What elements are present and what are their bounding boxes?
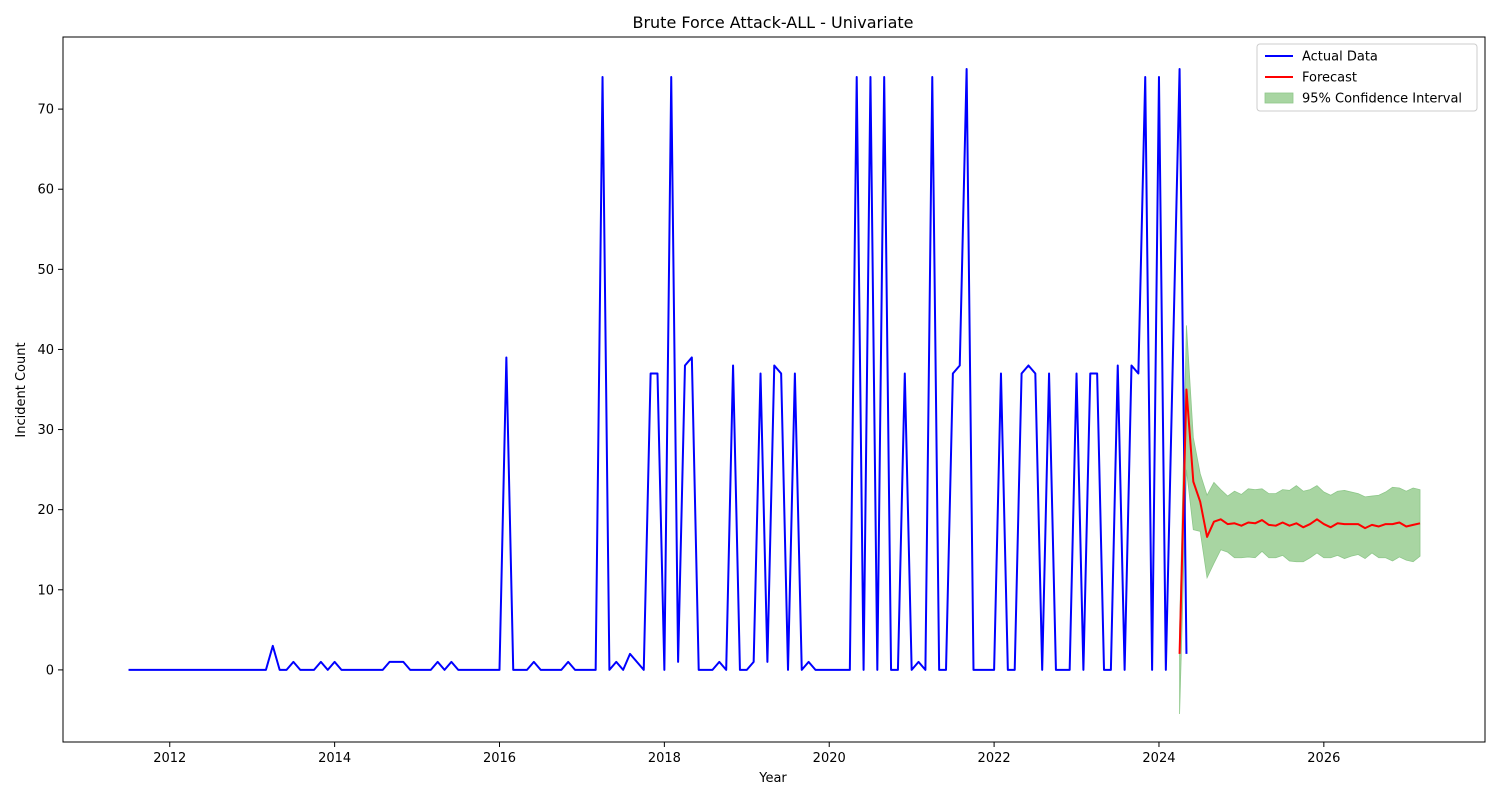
legend: Actual Data Forecast 95% Confidence Interv… [1256, 43, 1478, 112]
y-tick-label: 10 [37, 583, 54, 598]
confidence-interval-band [1179, 325, 1421, 714]
y-tick-label: 70 [37, 103, 54, 118]
x-tick-label: 2016 [483, 751, 516, 766]
chart-title: Brute Force Attack-ALL - Univariate [632, 13, 913, 32]
y-tick-label: 60 [37, 183, 54, 198]
x-tick-label: 2026 [1307, 751, 1340, 766]
legend-confidence-interval-swatch [1264, 92, 1294, 104]
legend-box [1256, 43, 1478, 112]
x-axis: 2012 2014 2016 2018 2020 2022 2024 2026 [153, 742, 1340, 766]
y-tick-label: 50 [37, 263, 54, 278]
y-tick-label: 40 [37, 343, 54, 358]
actual-data-line [128, 68, 1188, 671]
y-tick-label: 0 [46, 663, 54, 678]
x-tick-label: 2018 [648, 751, 681, 766]
y-tick-label: 20 [37, 503, 54, 518]
legend-confidence-interval-label: 95% Confidence Interval [1302, 92, 1462, 107]
x-tick-label: 2012 [153, 751, 186, 766]
y-axis: 0 10 20 30 40 50 60 70 [37, 103, 63, 678]
y-tick-label: 30 [37, 423, 54, 438]
x-tick-label: 2024 [1142, 751, 1175, 766]
legend-actual-data-label: Actual Data [1302, 50, 1378, 65]
x-tick-label: 2014 [318, 751, 351, 766]
y-axis-label: Incident Count [14, 342, 29, 437]
plot-area [62, 36, 1486, 743]
x-tick-label: 2022 [978, 751, 1011, 766]
legend-forecast-label: Forecast [1302, 71, 1357, 86]
x-axis-label: Year [758, 771, 787, 786]
forecast-line [1178, 388, 1421, 654]
x-tick-label: 2020 [813, 751, 846, 766]
